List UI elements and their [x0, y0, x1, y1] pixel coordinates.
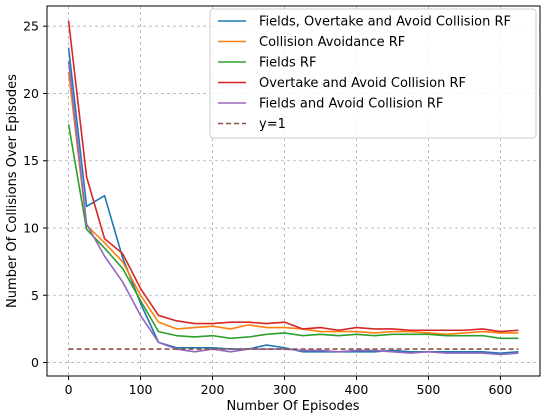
y-tick-label: 15: [23, 153, 39, 168]
x-tick-label: 0: [65, 382, 73, 397]
series-layer: [67, 20, 519, 356]
y-tick-label: 10: [23, 221, 39, 236]
legend-box: [209, 8, 537, 139]
y-tick-label: 5: [31, 288, 39, 303]
legend-label: Fields, Overtake and Avoid Collision RF: [259, 15, 511, 30]
plot-frame: [46, 5, 541, 377]
legend-label: Fields RF: [259, 56, 316, 71]
x-tick-label: 600: [488, 382, 512, 397]
legend: Fields, Overtake and Avoid Collision RF C…: [209, 8, 537, 139]
series-line-3: [67, 20, 519, 333]
legend-label: Fields and Avoid Collision RF: [259, 97, 443, 112]
y-tick-label: 0: [31, 355, 39, 370]
x-tick-label: 300: [273, 382, 297, 397]
x-tick-label: 100: [129, 382, 153, 397]
y-axis-ticks: 0 5 10 15 20 25: [23, 19, 47, 370]
x-tick-label: 200: [201, 382, 225, 397]
x-tick-label: 500: [417, 382, 441, 397]
y-tick-label: 20: [23, 86, 39, 101]
x-axis-label: Number Of Episodes: [226, 399, 359, 414]
x-tick-label: 400: [345, 382, 369, 397]
legend-label: Overtake and Avoid Collision RF: [259, 76, 466, 91]
y-axis-label: Number Of Collisions Over Episodes: [5, 74, 20, 308]
legend-label: Collision Avoidance RF: [259, 35, 405, 50]
x-axis-ticks: 0 100 200 300 400 500 600: [65, 376, 512, 397]
legend-label: y=1: [259, 117, 286, 132]
series-line-1: [67, 71, 519, 336]
series-line-2: [67, 124, 519, 340]
y-tick-label: 25: [23, 19, 39, 34]
